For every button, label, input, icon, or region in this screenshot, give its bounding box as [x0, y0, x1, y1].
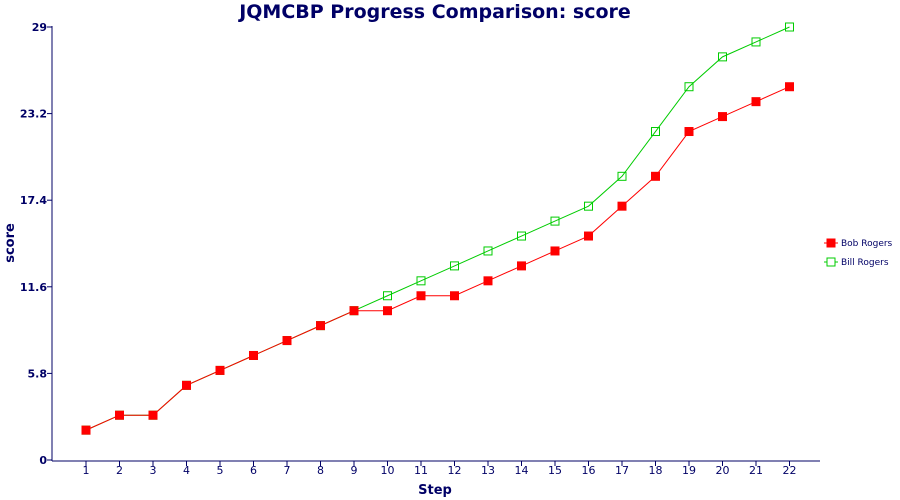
x-tick-label: 8: [317, 464, 324, 477]
data-point: [584, 201, 593, 211]
x-tick-label: 1: [83, 464, 90, 477]
y-tick-label: 17.4: [20, 194, 47, 207]
data-point: [684, 127, 694, 137]
data-point: [81, 425, 91, 435]
data-point: [215, 365, 225, 375]
series-bill-rogers: [81, 22, 794, 435]
y-tick-label: 0: [39, 454, 47, 467]
data-point: [416, 276, 426, 286]
data-point: [651, 171, 660, 181]
data-point: [182, 380, 191, 390]
legend-label: Bob Rogers: [841, 239, 893, 249]
data-point: [316, 321, 325, 331]
x-tick-label: 6: [250, 464, 257, 477]
data-point: [550, 216, 560, 226]
x-tick-label: 15: [548, 464, 562, 477]
data-point: [617, 171, 627, 181]
x-tick-label: 17: [615, 464, 629, 477]
data-point: [785, 82, 794, 92]
data-point: [450, 291, 459, 301]
y-tick-label: 5.8: [28, 367, 48, 380]
x-tick-label: 7: [284, 464, 291, 477]
data-point: [148, 410, 158, 420]
x-tick-label: 13: [481, 464, 495, 477]
x-tick-label: 14: [515, 464, 529, 477]
axes: [51, 26, 820, 462]
data-point: [751, 97, 761, 107]
data-point: [517, 261, 526, 271]
x-axis-ticks: 1 2 3 4 5 6 7 8 9 10 11 12 13 14 15 16 17 18 19 20 21 22: [83, 461, 797, 477]
data-point: [483, 246, 493, 256]
chart-title: JQMCBP Progress Comparison: score: [237, 1, 631, 23]
y-tick-label: 11.6: [20, 281, 47, 294]
data-point: [651, 127, 660, 137]
y-tick-label: 23.2: [20, 108, 47, 121]
y-axis-ticks: 0 5.8 11.6 17.4 23.2 29: [20, 21, 52, 467]
data-point: [584, 231, 593, 241]
x-tick-label: 20: [716, 464, 730, 477]
series-group: [81, 22, 794, 435]
data-point: [684, 82, 694, 92]
data-point: [550, 246, 560, 256]
x-tick-label: 10: [381, 464, 395, 477]
x-tick-label: 12: [448, 464, 462, 477]
x-tick-label: 3: [150, 464, 157, 477]
data-point: [751, 37, 761, 47]
x-tick-label: 11: [414, 464, 428, 477]
legend-item: Bob Rogers: [824, 238, 893, 249]
data-point: [450, 261, 459, 271]
data-point: [383, 291, 392, 301]
legend: Bob Rogers Bill Rogers: [824, 238, 893, 268]
x-tick-label: 5: [217, 464, 224, 477]
legend-label: Bill Rogers: [841, 258, 889, 268]
legend-marker: [826, 238, 836, 248]
data-point: [115, 410, 124, 420]
series-bob-rogers: [81, 82, 794, 435]
legend-marker: [826, 257, 836, 267]
data-point: [349, 306, 359, 316]
data-point: [785, 22, 794, 32]
x-tick-label: 9: [351, 464, 358, 477]
x-tick-label: 2: [116, 464, 123, 477]
data-point: [718, 52, 727, 62]
series-line: [85, 26, 790, 431]
x-tick-label: 16: [582, 464, 596, 477]
x-tick-label: 22: [783, 464, 797, 477]
data-point: [383, 306, 392, 316]
data-point: [718, 112, 727, 122]
x-tick-label: 4: [183, 464, 190, 477]
series-line: [85, 86, 790, 431]
x-tick-label: 21: [749, 464, 763, 477]
data-point: [617, 201, 627, 211]
data-point: [282, 336, 292, 346]
x-tick-label: 19: [682, 464, 696, 477]
data-point: [483, 276, 493, 286]
data-point: [517, 231, 526, 241]
data-point: [416, 291, 426, 301]
y-axis-title: score: [3, 223, 18, 263]
x-tick-label: 18: [649, 464, 663, 477]
x-axis-title: Step: [418, 483, 452, 498]
legend-item: Bill Rogers: [824, 257, 889, 268]
data-point: [249, 350, 258, 360]
y-tick-label: 29: [32, 21, 47, 34]
